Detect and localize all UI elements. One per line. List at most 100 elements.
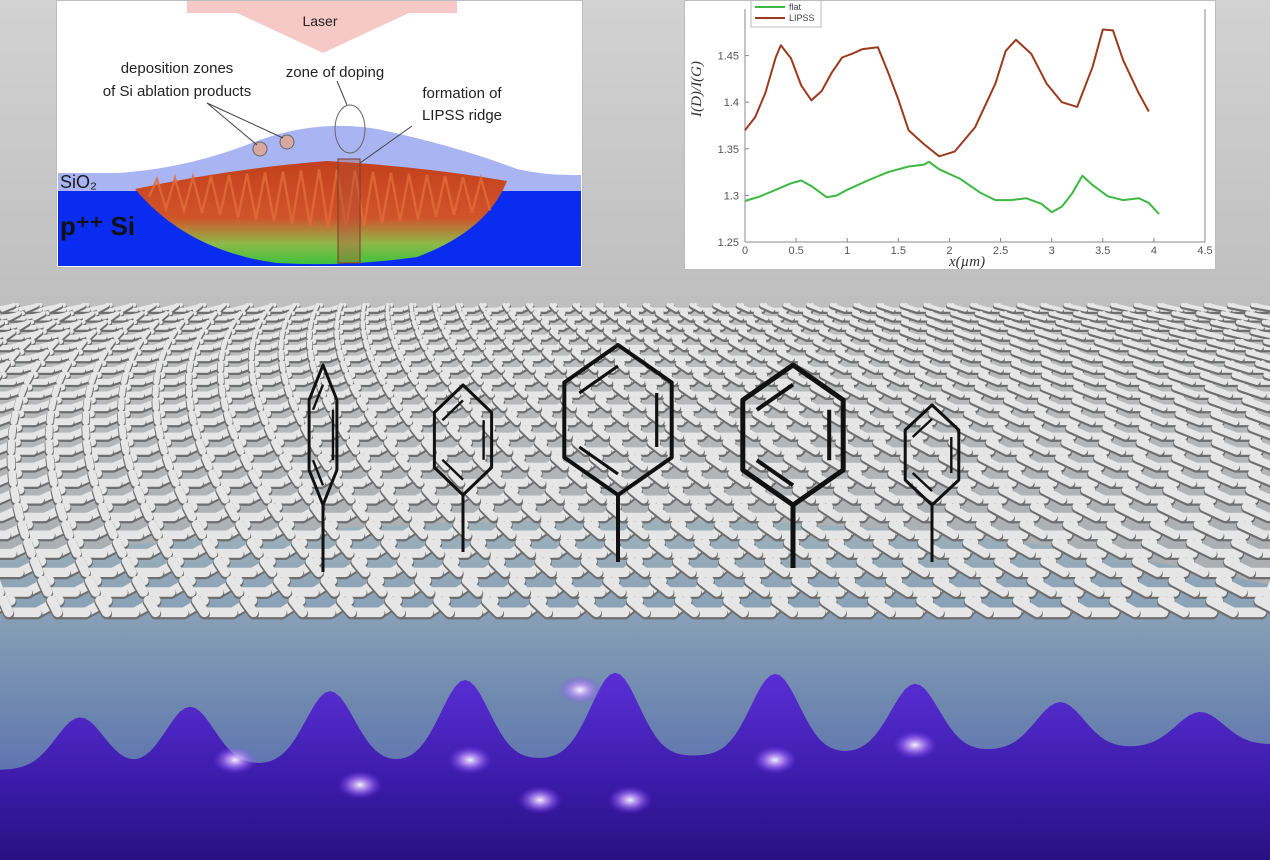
lattice-bond (849, 319, 868, 330)
lattice-bond (95, 595, 112, 618)
lattice-bond (759, 302, 775, 312)
lattice-bond (267, 502, 283, 522)
lattice-bond (384, 595, 406, 618)
lattice-bond (29, 556, 44, 577)
lattice-bond (309, 360, 318, 373)
lattice-bond (437, 319, 445, 330)
lattice-bond (1171, 384, 1199, 398)
lattice-bond (519, 424, 535, 440)
lattice-bond (791, 575, 818, 597)
lattice-bond (158, 438, 168, 455)
lattice-bond (1210, 453, 1240, 471)
lattice-bond (258, 410, 269, 426)
lattice-bond (765, 329, 782, 340)
lattice-bond (46, 453, 55, 471)
lattice-bond (76, 338, 87, 351)
lattice-bond (48, 469, 58, 487)
leader-line (206, 102, 258, 146)
lattice-bond (407, 371, 419, 385)
lattice-bond (391, 338, 399, 351)
deposition-circle-2 (279, 134, 295, 150)
lattice-bond (1096, 538, 1126, 558)
lattice-bond (867, 396, 889, 412)
lattice-bond (373, 424, 387, 440)
lattice-bond (368, 469, 384, 487)
lattice-bond (335, 311, 341, 321)
lattice-bond (710, 485, 732, 504)
lattice-bond (810, 384, 830, 398)
lattice-bond (436, 502, 455, 522)
lattice-bond (504, 485, 523, 504)
lattice-bond (923, 302, 943, 312)
lattice-bond (366, 349, 375, 362)
lattice-bond (648, 469, 668, 487)
lattice-bond (1171, 311, 1199, 321)
lattice-bond (1041, 360, 1066, 373)
phenyl-double-bond (441, 458, 464, 481)
lattice-bond (566, 319, 577, 330)
lattice-bond (397, 556, 417, 577)
lattice-bond (107, 311, 120, 321)
lattice-bond (492, 360, 505, 373)
lattice-bond (19, 338, 31, 351)
lattice-bond (659, 349, 674, 362)
lattice-bond (1104, 410, 1131, 426)
lattice-bond (208, 469, 221, 487)
lattice-bond (1047, 469, 1075, 487)
lattice-bond (191, 338, 200, 351)
lattice-bond (845, 329, 865, 340)
lattice-bond (361, 329, 368, 340)
lattice-bond (819, 595, 847, 618)
lattice-bond (956, 424, 981, 440)
lattice-bond (827, 311, 845, 321)
lattice-bond (1220, 311, 1249, 321)
lattice-bond (978, 319, 1000, 330)
lattice-bond (1139, 410, 1167, 426)
lattice-bond (309, 311, 316, 321)
lattice-bond (883, 424, 907, 440)
lattice-bond (294, 410, 305, 426)
lattice-bond (644, 338, 659, 351)
ripple-glow (608, 786, 652, 814)
lattice-bond (534, 438, 551, 455)
lattice-bond (249, 371, 257, 385)
lattice-bond (380, 485, 397, 504)
lattice-bond (1175, 424, 1204, 440)
lattice-bond (1199, 502, 1230, 522)
lattice-bond (1061, 329, 1086, 340)
lattice-bond (383, 438, 398, 455)
lattice-bond (626, 595, 651, 618)
lattice-bond (711, 329, 727, 340)
lattice-bond (51, 485, 62, 504)
lattice-bond (1072, 360, 1097, 373)
lattice-bond (1199, 371, 1228, 385)
lattice-bond (167, 556, 184, 577)
lattice-bond (883, 371, 904, 385)
lattice-bond (1250, 302, 1270, 311)
lattice-bond (893, 349, 914, 362)
lattice-bond (1004, 319, 1027, 330)
lattice-bond (691, 502, 713, 522)
lattice-bond (1163, 485, 1193, 504)
lattice-bond (394, 502, 412, 522)
lattice-bond (6, 311, 22, 321)
lattice-bond (153, 371, 161, 385)
lattice-bond (228, 319, 237, 330)
lattice-bond (1040, 349, 1065, 362)
lattice-bond (592, 319, 604, 330)
lattice-bond (692, 371, 710, 385)
lattice-bond (140, 502, 154, 522)
lattice-bond (1196, 311, 1224, 321)
lattice-bond (8, 349, 20, 362)
lattice-bond (915, 485, 941, 504)
lattice-bond (220, 396, 229, 412)
lipss-ridge-region (135, 161, 507, 265)
lattice-bond (69, 319, 82, 330)
lattice-bond (549, 329, 561, 340)
lattice-bond (1027, 575, 1056, 597)
lattice-bond (689, 302, 703, 312)
lattice-bond (1167, 469, 1197, 487)
lattice-bond (980, 360, 1004, 373)
lattice-bond (1052, 538, 1081, 558)
lattice-bond (1245, 485, 1270, 504)
